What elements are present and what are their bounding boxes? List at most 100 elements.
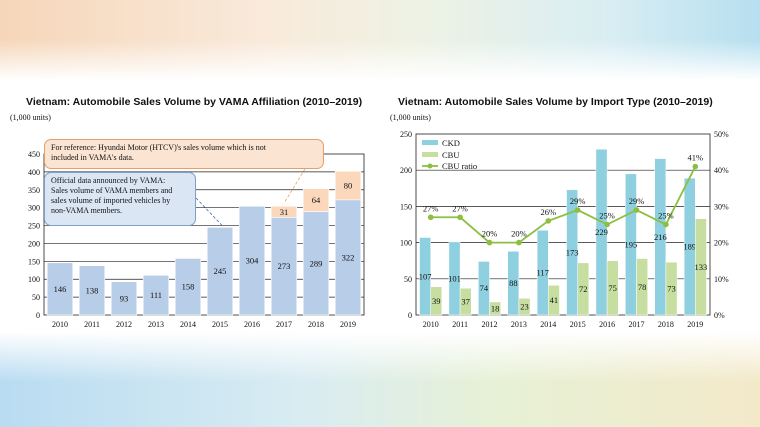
- y-tick-label: 400: [28, 168, 40, 177]
- bar-label-ckd: 117: [536, 268, 548, 278]
- bar-cbu: [695, 218, 707, 316]
- y-tick-label: 50: [32, 293, 40, 302]
- y-tick-label: 350: [28, 186, 40, 195]
- vama-affiliation-chart: Vietnam: Automobile Sales Volume by VAMA…: [0, 92, 380, 332]
- import-chart-svg: (1,000 units) 0 0% 50 10% 100 20% 150 30% 200 40% 2…: [390, 113, 729, 329]
- bar-ckd: [566, 189, 578, 316]
- ratio-point: [516, 239, 522, 246]
- bar-vama: [270, 217, 298, 316]
- bar-label-vama: 111: [150, 290, 162, 300]
- ratio-label: 29%: [629, 196, 645, 206]
- note-line: sales volume of imported vehicles by: [51, 196, 171, 205]
- ratio-label: 20%: [511, 229, 527, 239]
- x-tick-label: 2017: [276, 320, 292, 329]
- x-tick-label: 2012: [116, 320, 132, 329]
- bar-ckd: [478, 261, 490, 316]
- bar-ckd: [595, 148, 608, 316]
- vama-official-note: Official data announced by VAMA: Sales v…: [44, 172, 196, 226]
- y-axis-unit: (1,000 units): [10, 113, 51, 122]
- x-tick-label: 2016: [599, 320, 615, 329]
- y-tick-label: 300: [28, 204, 40, 213]
- series-line-cbu-ratio: [430, 166, 697, 244]
- callout-connector: [195, 197, 223, 226]
- bar-ckd: [536, 230, 549, 316]
- ratio-label: 20%: [482, 229, 498, 239]
- y2-tick-label: 20%: [714, 239, 729, 248]
- bar-hyundai: [270, 205, 298, 218]
- ratio-label: 41%: [688, 153, 704, 163]
- bar-label-cbu: 133: [695, 262, 708, 272]
- bar-vama: [302, 211, 330, 316]
- ratio-point: [692, 163, 699, 170]
- background-top-gradient: [0, 0, 760, 80]
- bar-label-cbu: 73: [667, 284, 676, 294]
- bar-label-ckd: 195: [625, 239, 638, 249]
- note-line: Official data announced by VAMA:: [51, 176, 166, 185]
- ratio-label: 26%: [541, 207, 557, 217]
- legend-label-cbu: CBU: [442, 150, 459, 160]
- bar-label-cbu: 41: [550, 295, 559, 305]
- x-tick-label: 2016: [244, 320, 260, 329]
- bar-label-vama: 289: [310, 258, 323, 268]
- y-tick-label: 0: [36, 311, 40, 320]
- bar-label-cbu: 39: [432, 296, 441, 306]
- bar-label-cbu: 37: [461, 297, 470, 307]
- plot-frame: [415, 133, 711, 316]
- legend-label-ratio: CBU ratio: [442, 161, 477, 171]
- bar-vama: [174, 258, 202, 316]
- bar-cbu: [430, 286, 443, 316]
- bar-label-ckd: 107: [419, 271, 432, 281]
- ratio-point: [574, 207, 581, 213]
- bar-label-vama: 146: [54, 284, 67, 294]
- hyundai-reference-note: For reference: Hyundai Motor (HTCV)'s sa…: [44, 139, 324, 169]
- legend-swatch-ckd: [422, 140, 438, 145]
- bar-vama: [142, 274, 170, 316]
- bar-label-ckd: 88: [509, 278, 517, 288]
- bar-cbu: [577, 262, 590, 316]
- ratio-point: [486, 239, 493, 246]
- bar-vama: [110, 281, 138, 316]
- bar-ckd: [448, 241, 461, 316]
- bar-ckd: [507, 251, 520, 316]
- legend-swatch-cbu: [422, 152, 438, 157]
- legend-marker-ratio: [427, 163, 433, 169]
- y-tick-label: 150: [28, 257, 40, 266]
- bar-label-cbu: 23: [520, 302, 529, 312]
- ratio-point: [545, 218, 552, 224]
- x-tick-label: 2014: [180, 320, 196, 329]
- chart-title: Vietnam: Automobile Sales Volume by VAMA…: [26, 96, 363, 108]
- y-tick-label: 100: [28, 275, 40, 284]
- ratio-label: 25%: [599, 211, 615, 221]
- chart-title: Vietnam: Automobile Sales Volume by Impo…: [398, 96, 713, 108]
- bar-vama: [46, 262, 74, 316]
- bar-label-ckd: 74: [480, 283, 489, 293]
- bar-label-vama: 158: [182, 282, 195, 292]
- bar-cbu: [459, 287, 472, 316]
- y-axis-unit: (1,000 units): [390, 113, 431, 122]
- bar-label-cbu: 18: [491, 303, 500, 313]
- bar-ckd: [419, 237, 431, 316]
- y2-tick-label: 10%: [714, 275, 729, 284]
- bar-label-vama: 245: [214, 266, 227, 276]
- y2-tick-label: 50%: [714, 130, 729, 139]
- y-tick-label: 200: [400, 166, 412, 175]
- bar-label-ckd: 189: [683, 242, 696, 252]
- x-tick-label: 2010: [423, 320, 439, 329]
- y2-tick-label: 40%: [714, 166, 729, 175]
- y-tick-label: 200: [28, 239, 40, 248]
- bar-label-cbu: 75: [608, 283, 617, 293]
- bar-label-vama: 322: [342, 252, 355, 262]
- background-bottom-gradient: [0, 332, 760, 427]
- x-tick-label: 2010: [52, 320, 68, 329]
- ratio-point: [663, 221, 669, 228]
- bar-cbu: [636, 258, 648, 316]
- note-line: Sales volume of VAMA members and: [51, 186, 173, 195]
- ratio-point: [604, 221, 610, 228]
- x-tick-label: 2011: [452, 320, 468, 329]
- bar-label-ckd: 101: [448, 273, 461, 283]
- callout-connector: [283, 168, 306, 204]
- x-tick-label: 2011: [84, 320, 100, 329]
- x-tick-label: 2014: [540, 320, 556, 329]
- note-line: included in VAMA's data.: [51, 153, 134, 162]
- bar-cbu: [518, 298, 531, 316]
